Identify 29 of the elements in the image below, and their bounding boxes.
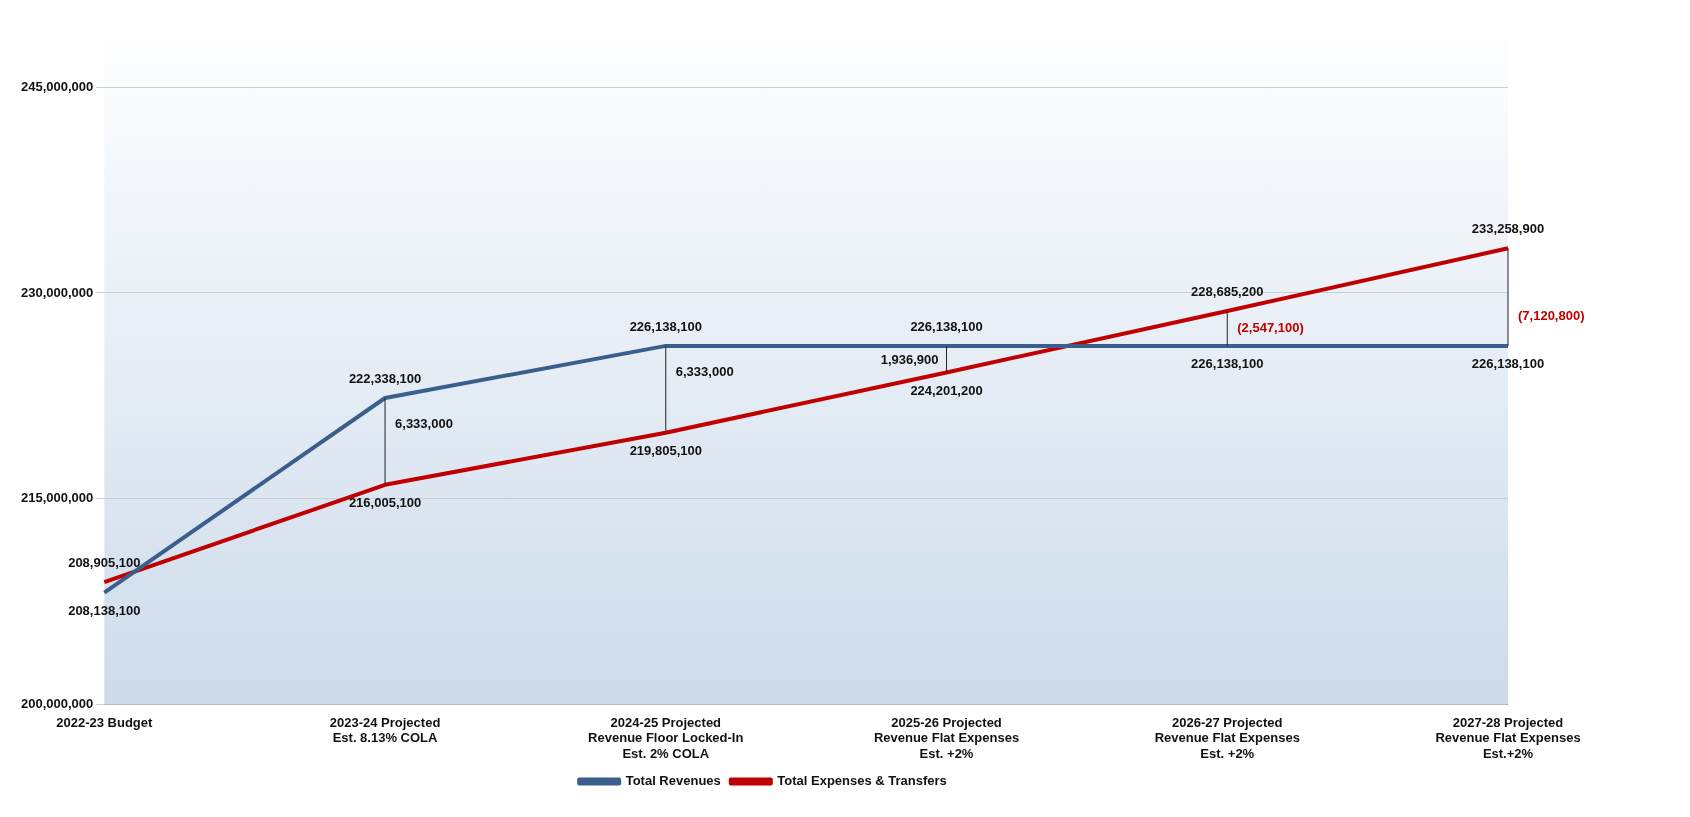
y-tick-label: 215,000,000 [21,490,94,506]
data-label: 208,905,100 [68,555,141,571]
x-tick-label: 2026-27 Projected Revenue Flat Expenses Est. +2% [1154,714,1300,761]
data-label: 226,138,100 [1471,355,1545,371]
legend-label: Total Revenues [625,773,721,789]
data-label: 233,258,900 [1471,221,1545,237]
data-label: 222,338,100 [348,371,422,387]
data-label: 224,201,200 [910,382,983,398]
x-tick-label: 2025-26 Projected Revenue Flat Expenses Est. +2% [873,714,1020,761]
data-label: 228,685,200 [1191,284,1264,300]
data-label: 219,805,100 [629,442,702,458]
x-tick-label: 2022-23 Budget [56,714,154,730]
annotation: 1,936,900 [880,351,939,367]
y-tick-label: 230,000,000 [21,284,94,300]
annotation: (2,547,100) [1237,320,1304,336]
annotation: 6,333,000 [675,363,734,379]
x-tick-label: 2024-25 Projected Revenue Floor Locked-In Est. 2% COLA [588,714,744,761]
x-tick-label: 2023-24 Projected Est. 8.13% COLA [329,714,441,746]
x-tick-label: 2027-28 Projected Revenue Flat Expenses Est.+2% [1435,714,1581,761]
legend-label: Total Expenses & Transfers [777,773,947,789]
y-tick-label: 245,000,000 [21,78,94,94]
data-label: 226,138,100 [910,318,983,334]
y-tick-label: 200,000,000 [21,695,94,711]
data-label: 216,005,100 [348,494,422,510]
data-label: 226,138,100 [1191,355,1264,371]
data-label: 208,138,100 [68,602,141,618]
data-label: 226,138,100 [629,318,702,334]
annotation: 6,333,000 [395,415,453,431]
annotation: (7,120,800) [1518,308,1585,324]
